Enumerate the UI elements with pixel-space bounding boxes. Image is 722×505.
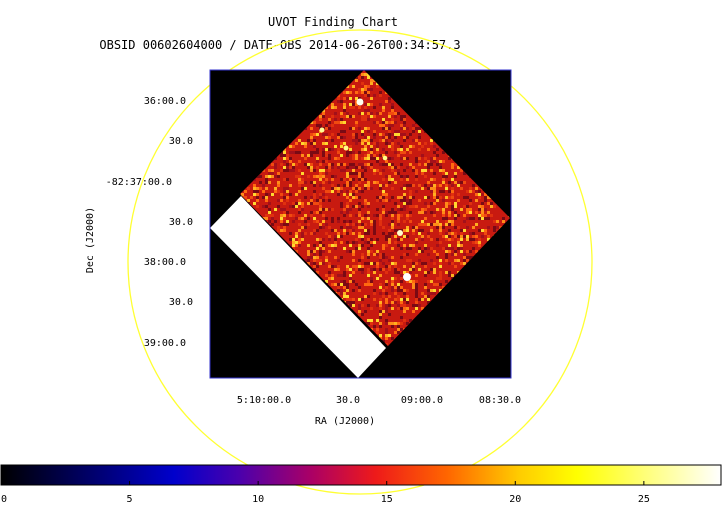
colorbar-tick-label: 20 — [509, 494, 521, 505]
dec-tick-label: 30.0 — [169, 297, 193, 308]
dec-tick-label: 30.0 — [169, 217, 193, 228]
chart-title: UVOT Finding Chart — [268, 15, 398, 29]
field-of-view-circle — [127, 29, 593, 495]
colorbar-tick-label: 0 — [1, 494, 7, 505]
ra-tick-label: 5:10:00.0 — [237, 395, 291, 406]
ra-tick-label: 08:30.0 — [479, 395, 521, 406]
chart-subtitle: OBSID 00602604000 / DATE-OBS 2014-06-26T… — [99, 38, 460, 52]
source-src-4 — [319, 127, 325, 133]
x-axis-label: RA (J2000) — [315, 416, 375, 427]
bright-sources — [319, 98, 411, 281]
dec-tick-label: 36:00.0 — [144, 96, 186, 107]
colorbar — [0, 464, 722, 486]
source-src-3 — [397, 230, 403, 236]
source-src-2 — [356, 98, 364, 106]
colorbar-ticks: 0 5 10 15 20 25 — [0, 481, 650, 505]
dec-tick-label: 39:00.0 — [144, 338, 186, 349]
ra-tick-label: 09:00.0 — [401, 395, 443, 406]
dec-tick-label: 38:00.0 — [144, 257, 186, 268]
y-axis-label: Dec (J2000) — [85, 207, 96, 273]
source-src-6 — [382, 155, 388, 161]
image-frame — [209, 69, 512, 379]
ra-tick-label: 30.0 — [336, 395, 360, 406]
colorbar-tick-label: 15 — [381, 494, 393, 505]
masked-region — [210, 196, 386, 378]
colorbar-tick-label: 25 — [638, 494, 650, 505]
dec-tick-label: -82:37:00.0 — [106, 177, 172, 188]
colorbar-tick-label: 5 — [127, 494, 133, 505]
dec-tick-label: 30.0 — [169, 136, 193, 147]
source-src-1 — [403, 273, 411, 281]
source-src-5 — [343, 145, 349, 151]
colorbar-tick-label: 10 — [252, 494, 264, 505]
